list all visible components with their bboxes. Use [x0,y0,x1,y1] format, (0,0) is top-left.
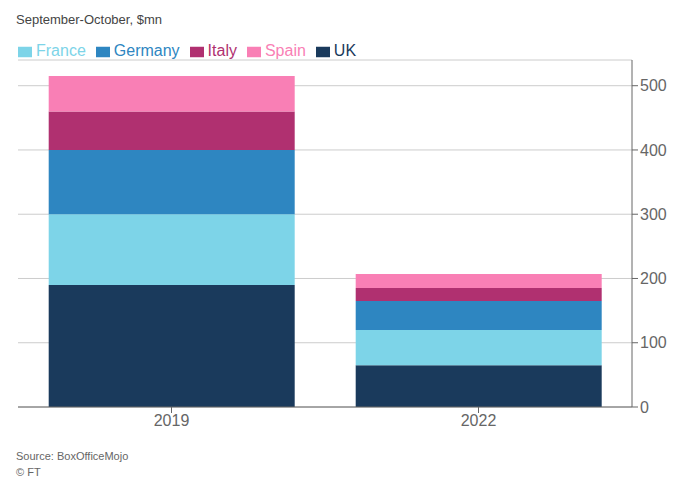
html-text:September-October, $mn: September-October, $mn [16,12,162,27]
svg-text:300: 300 [640,206,667,223]
svg-text:0: 0 [640,399,649,416]
svg-text:2022: 2022 [461,412,497,429]
html-text:France: France [36,42,86,59]
html-text:Germany: Germany [113,42,180,59]
html-text:© FT: © FT [16,466,41,478]
svg-text:500: 500 [640,77,667,94]
svg-text:400: 400 [640,142,667,159]
html-text:UK: UK [333,42,357,59]
svg-text:200: 200 [640,270,667,287]
svg-text:2019: 2019 [154,412,190,429]
html-text:Italy: Italy [207,42,237,59]
html-text:Source: BoxOfficeMojo: Source: BoxOfficeMojo [16,450,129,462]
html-text:Spain: Spain [264,42,306,59]
svg-text:100: 100 [640,334,667,351]
